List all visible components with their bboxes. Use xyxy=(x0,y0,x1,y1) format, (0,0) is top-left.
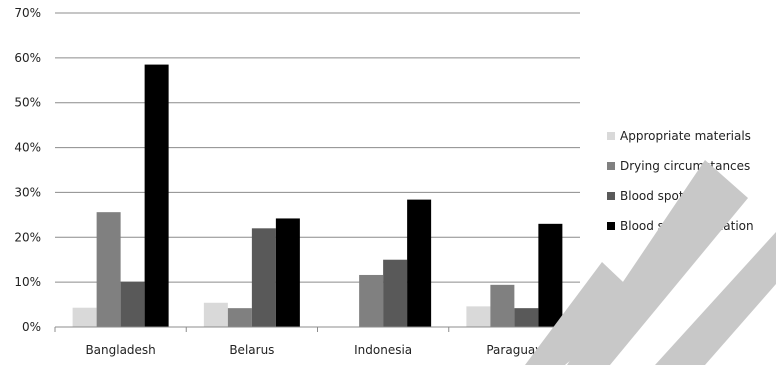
y-tick-label: 60% xyxy=(14,51,41,65)
legend-swatch xyxy=(607,162,615,170)
bar xyxy=(275,218,300,327)
legend-swatch xyxy=(607,192,615,200)
y-tick-label: 20% xyxy=(14,230,41,244)
x-tick-label: Belarus xyxy=(229,343,274,357)
y-tick-label: 70% xyxy=(14,6,41,20)
legend-label: Drying circumstances xyxy=(620,159,750,173)
y-tick-label: 30% xyxy=(14,185,41,199)
y-tick-label: 40% xyxy=(14,141,41,155)
gridlines xyxy=(55,12,580,283)
bar xyxy=(203,302,228,327)
x-tick-label: Indonesia xyxy=(354,343,412,357)
bars xyxy=(72,64,563,327)
bar xyxy=(120,281,145,327)
bar xyxy=(72,307,97,327)
bar xyxy=(490,284,515,327)
bar xyxy=(383,259,408,327)
bar xyxy=(514,308,539,327)
bar xyxy=(407,199,432,327)
bar xyxy=(359,274,384,327)
x-axis-tick-labels: Bangladesh Belarus Indonesia Paraguay xyxy=(85,343,542,357)
legend-swatch xyxy=(607,132,615,140)
bar xyxy=(96,212,121,327)
legend-label: Appropriate materials xyxy=(620,129,751,143)
bar xyxy=(251,228,276,327)
x-tick-label: Paraguay xyxy=(486,343,542,357)
y-tick-label: 50% xyxy=(14,96,41,110)
y-tick-label: 10% xyxy=(14,275,41,289)
y-tick-label: 0% xyxy=(22,320,41,334)
bar xyxy=(466,306,491,327)
bar xyxy=(538,223,563,327)
y-axis-tick-labels: 0% 10% 20% 30% 40% 50% 60% 70% xyxy=(14,6,41,334)
bar xyxy=(227,308,252,327)
x-axis xyxy=(54,326,581,332)
watermark xyxy=(525,160,776,365)
legend-swatch xyxy=(607,222,615,230)
x-tick-label: Bangladesh xyxy=(85,343,155,357)
bar xyxy=(144,64,169,327)
